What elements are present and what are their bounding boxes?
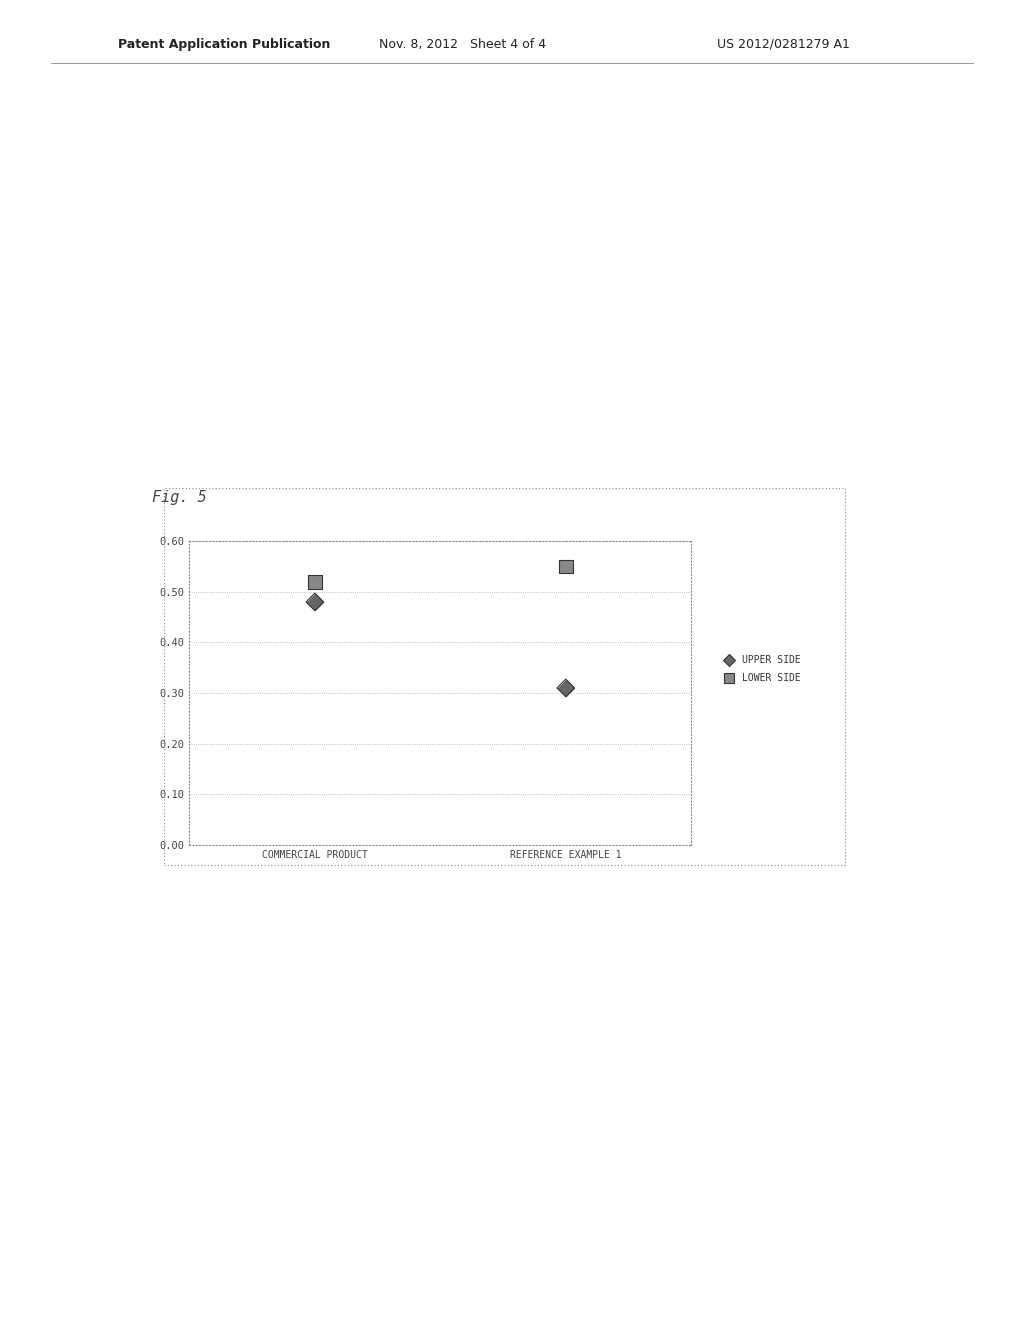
Point [557, 556, 573, 577]
Point [307, 591, 324, 612]
Point [557, 556, 573, 577]
Point [557, 677, 573, 698]
Text: Patent Application Publication: Patent Application Publication [118, 37, 330, 50]
Text: Nov. 8, 2012   Sheet 4 of 4: Nov. 8, 2012 Sheet 4 of 4 [379, 37, 546, 50]
Point [307, 591, 324, 612]
Point [307, 572, 324, 593]
Point [557, 677, 573, 698]
Text: Fig. 5: Fig. 5 [152, 490, 206, 504]
Point [307, 572, 324, 593]
Text: US 2012/0281279 A1: US 2012/0281279 A1 [717, 37, 850, 50]
Legend: UPPER SIDE, LOWER SIDE: UPPER SIDE, LOWER SIDE [716, 652, 804, 686]
